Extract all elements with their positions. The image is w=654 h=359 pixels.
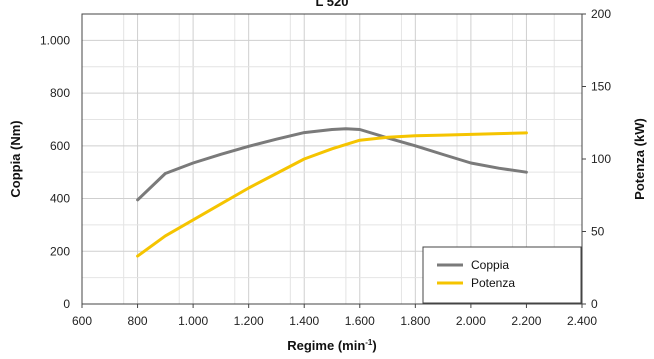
x-tick-label: 1.600 [345, 314, 375, 328]
y-axis-right-label: Potenza (kW) [632, 118, 647, 200]
x-axis-label-superscript: -1 [365, 338, 373, 347]
x-tick-label: 1.800 [400, 314, 430, 328]
legend-label-potenza: Potenza [471, 276, 515, 290]
legend-box [422, 246, 582, 304]
x-tick-label: 2.400 [567, 314, 597, 328]
y-left-tick-label: 800 [50, 86, 70, 100]
x-tick-label: 800 [128, 314, 148, 328]
y-right-tick-label: 150 [591, 80, 611, 94]
x-axis-label-close: ) [372, 338, 376, 353]
x-tick-label: 1.400 [289, 314, 319, 328]
x-tick-label: 2.000 [456, 314, 486, 328]
series-line-coppia [136, 127, 528, 202]
y-left-tick-label: 0 [63, 297, 70, 311]
y-left-tick-label: 200 [50, 244, 70, 258]
x-tick-label: 2.200 [511, 314, 541, 328]
tick-labels: 600 800 1.000 1.200 1.400 1.600 1.800 2.000 2.20… [40, 7, 611, 328]
legend-label-coppia: Coppia [471, 258, 509, 272]
y-left-tick-label: 600 [50, 139, 70, 153]
x-axis-label-main: Regime (min [287, 338, 365, 353]
series-layer [136, 127, 528, 258]
y-left-tick-label: 400 [50, 192, 70, 206]
chart-title: L 520 [315, 0, 348, 9]
series-line-potenza [136, 131, 528, 258]
y-right-tick-label: 100 [591, 152, 611, 166]
x-tick-label: 1.200 [234, 314, 264, 328]
y-left-tick-label: 1.000 [40, 33, 70, 47]
x-tick-label: 1.000 [178, 314, 208, 328]
y-axis-left-label: Coppia (Nm) [8, 120, 23, 197]
x-tick-label: 600 [72, 314, 92, 328]
y-right-tick-label: 50 [591, 225, 605, 239]
legend: Coppia Potenza [422, 246, 582, 304]
x-axis-label: Regime (min-1) [287, 338, 376, 353]
y-right-tick-label: 200 [591, 7, 611, 21]
y-right-tick-label: 0 [591, 297, 598, 311]
